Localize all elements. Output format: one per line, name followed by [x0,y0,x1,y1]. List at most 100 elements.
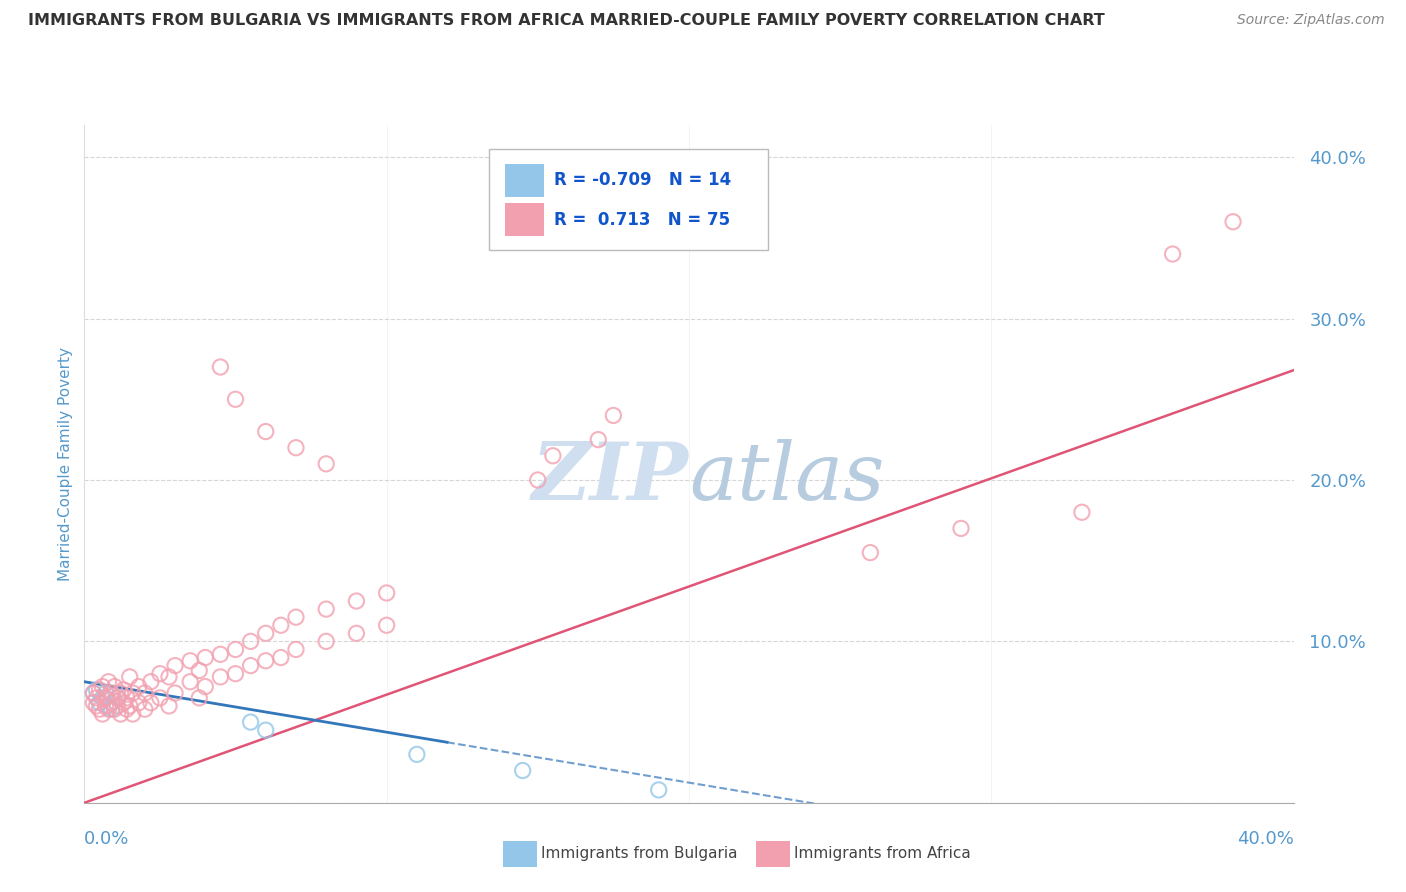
Point [163,686,186,700]
Point [179,654,201,668]
Point [859,546,882,560]
Point [97,702,120,716]
Point [209,670,232,684]
Point [100,686,122,700]
Point [100,702,122,716]
Point [157,698,180,713]
Point [107,690,129,705]
Point [375,618,398,632]
Point [254,626,277,640]
Text: Source: ZipAtlas.com: Source: ZipAtlas.com [1237,13,1385,28]
Point [112,682,135,697]
Point [647,783,671,797]
Point [1161,247,1184,261]
Text: 0.0%: 0.0% [84,830,129,847]
Point [270,650,292,665]
Point [110,706,132,721]
Point [209,648,232,662]
Point [188,664,211,678]
Point [94,686,117,700]
Point [1071,505,1094,519]
Point [346,626,368,640]
Text: IMMIGRANTS FROM BULGARIA VS IMMIGRANTS FROM AFRICA MARRIED-COUPLE FAMILY POVERTY: IMMIGRANTS FROM BULGARIA VS IMMIGRANTS F… [28,13,1105,29]
Point [315,634,337,648]
Point [157,670,180,684]
Point [541,449,564,463]
Point [107,698,129,713]
Point [225,392,247,407]
Point [89,702,111,716]
Point [375,586,398,600]
Point [950,521,973,535]
Text: Immigrants from Bulgaria: Immigrants from Bulgaria [541,847,738,861]
Point [284,610,308,624]
Point [284,441,308,455]
Point [163,658,186,673]
Point [128,680,150,694]
Point [406,747,429,762]
Point [194,680,217,694]
Y-axis label: Married-Couple Family Poverty: Married-Couple Family Poverty [58,347,73,581]
Point [139,696,162,710]
Point [526,473,548,487]
Point [239,658,262,673]
Point [270,618,292,632]
Point [115,690,138,705]
Point [100,696,122,710]
Point [121,706,143,721]
Point [284,642,308,657]
Text: Immigrants from Africa: Immigrants from Africa [794,847,972,861]
Point [134,702,156,716]
Point [134,686,156,700]
Point [112,696,135,710]
Point [225,666,247,681]
Point [82,686,104,700]
Text: R =  0.713   N = 75: R = 0.713 N = 75 [554,211,730,228]
Point [225,642,247,657]
Point [118,670,141,684]
Point [239,634,262,648]
FancyBboxPatch shape [505,164,544,197]
FancyBboxPatch shape [505,202,544,236]
Point [512,764,534,778]
Point [91,680,114,694]
Point [149,690,172,705]
Point [94,698,117,713]
Point [82,686,104,700]
Point [588,433,610,447]
Point [97,674,120,689]
Point [209,359,232,374]
Point [110,686,132,700]
Point [97,698,120,713]
Point [89,682,111,697]
Point [188,690,211,705]
Text: 40.0%: 40.0% [1237,830,1294,847]
Point [121,686,143,700]
Point [254,654,277,668]
Point [602,409,624,423]
Point [346,594,368,608]
Point [254,425,277,439]
Text: ZIP: ZIP [531,439,689,516]
Point [86,698,108,713]
Text: atlas: atlas [689,439,884,516]
Point [104,694,127,708]
Point [104,702,127,716]
Point [89,696,111,710]
Point [82,696,104,710]
Point [139,674,162,689]
Point [104,680,127,694]
Point [315,457,337,471]
Point [107,690,129,705]
Point [1222,215,1244,229]
FancyBboxPatch shape [489,149,768,251]
Point [91,690,114,705]
Point [86,682,108,697]
Point [128,696,150,710]
Point [91,706,114,721]
Point [118,698,141,713]
Point [315,602,337,616]
Point [86,690,108,705]
Point [115,702,138,716]
Text: R = -0.709   N = 14: R = -0.709 N = 14 [554,171,731,189]
